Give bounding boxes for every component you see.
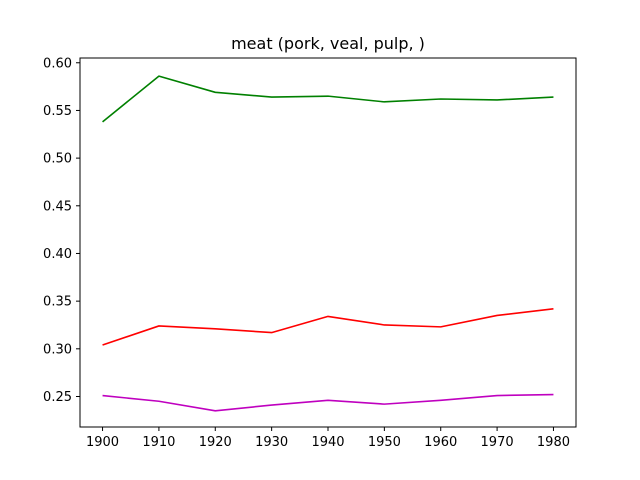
y-tick-label: 0.35 <box>43 295 72 310</box>
y-tick-label: 0.25 <box>43 390 72 405</box>
x-tick-label: 1980 <box>537 435 570 450</box>
y-axis: 0.25 0.30 0.35 0.40 0.45 0.50 0.55 0.60 <box>43 56 80 405</box>
series-line-3 <box>102 393 554 412</box>
y-tick-label: 0.55 <box>43 104 72 119</box>
y-tick-label: 0.30 <box>43 342 72 357</box>
plot-area-frame <box>79 57 577 428</box>
x-tick-label: 1900 <box>86 435 119 450</box>
y-tick-label: 0.45 <box>43 199 72 214</box>
x-tick-label: 1920 <box>199 435 232 450</box>
x-tick-label: 1930 <box>255 435 288 450</box>
y-tick-label: 0.60 <box>43 56 72 71</box>
x-axis: 1900 1910 1920 1930 1940 1950 1960 1970 1980 <box>86 427 570 450</box>
x-tick-label: 1950 <box>368 435 401 450</box>
chart-title: meat (pork, veal, pulp, ) <box>231 34 425 53</box>
x-tick-label: 1940 <box>311 435 344 450</box>
x-tick-label: 1970 <box>481 435 514 450</box>
series-line-2 <box>102 307 554 346</box>
series-line-1 <box>102 75 554 123</box>
x-tick-label: 1910 <box>142 435 175 450</box>
x-tick-label: 1960 <box>424 435 457 450</box>
series-layer <box>102 75 554 412</box>
y-tick-label: 0.40 <box>43 247 72 262</box>
y-tick-label: 0.50 <box>43 152 72 167</box>
